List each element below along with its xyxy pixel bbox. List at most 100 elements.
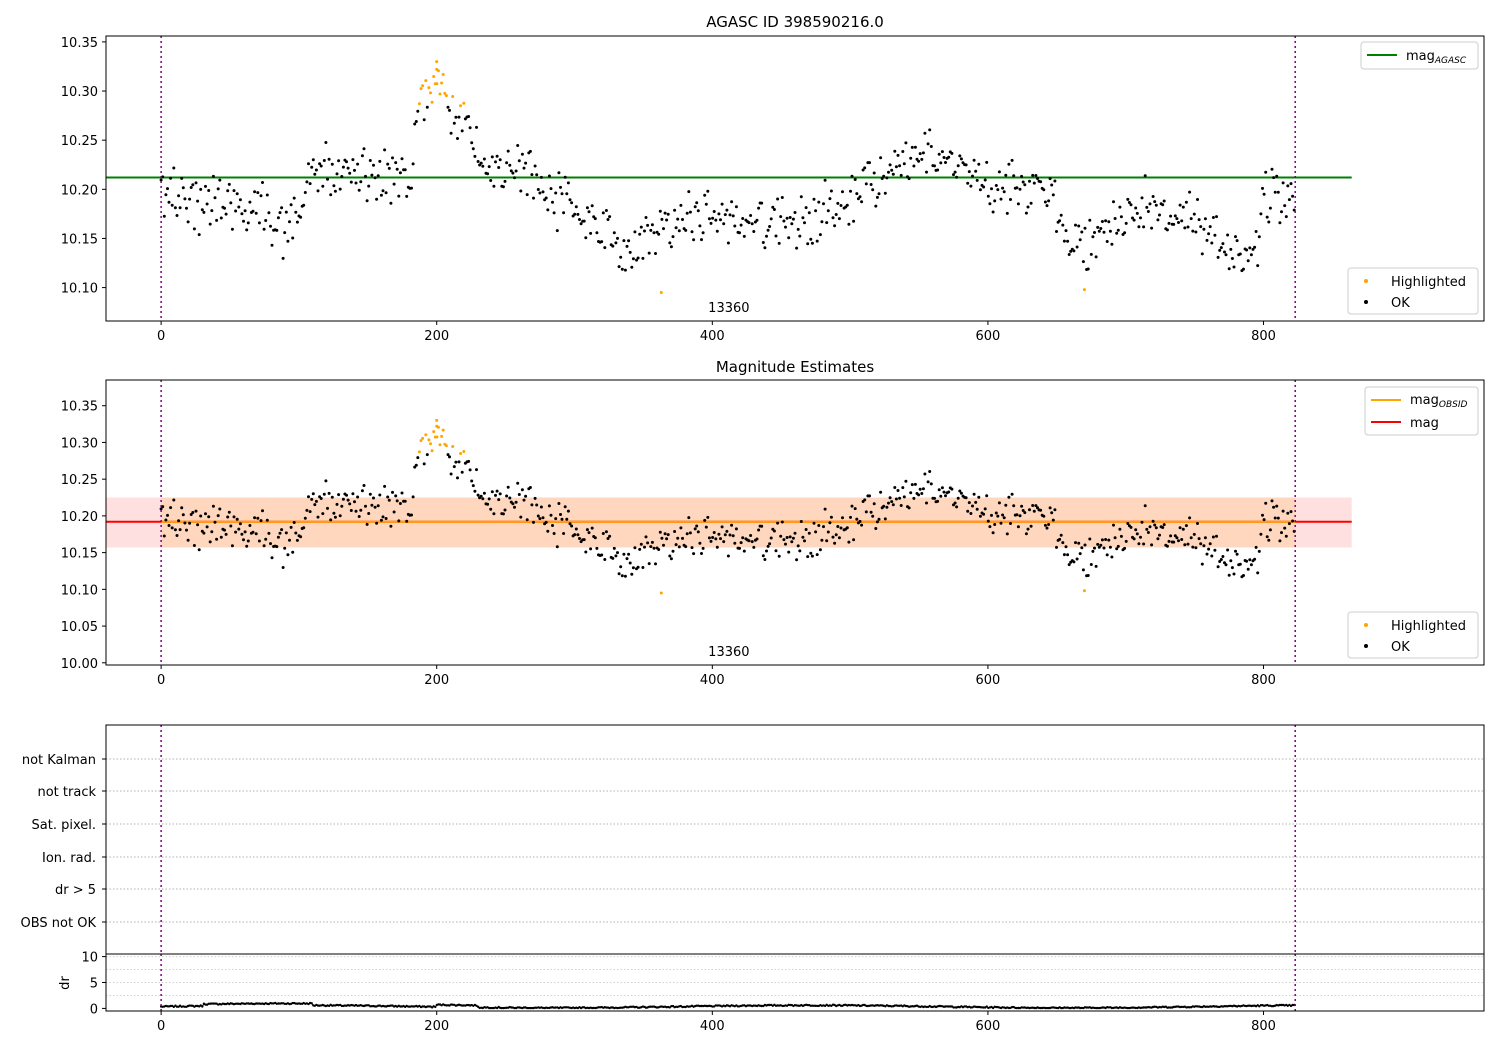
ok-point bbox=[582, 538, 586, 542]
ok-point bbox=[533, 496, 537, 500]
ok-point bbox=[593, 217, 597, 221]
ok-point bbox=[953, 170, 957, 174]
ok-point bbox=[570, 201, 574, 205]
ok-point bbox=[1270, 499, 1274, 503]
ok-point bbox=[787, 236, 791, 240]
ok-point bbox=[467, 115, 471, 118]
ok-point bbox=[180, 176, 184, 180]
ok-point bbox=[1042, 514, 1046, 518]
ok-point bbox=[972, 492, 976, 496]
ok-point bbox=[669, 557, 673, 561]
ok-point bbox=[841, 516, 844, 520]
ok-point bbox=[359, 508, 363, 512]
highlighted-point bbox=[451, 95, 455, 98]
ok-point bbox=[1055, 545, 1058, 549]
ok-point bbox=[475, 125, 478, 129]
ok-point bbox=[473, 489, 477, 493]
ok-point bbox=[1287, 522, 1291, 526]
ok-point bbox=[790, 222, 794, 226]
ok-point bbox=[896, 153, 900, 157]
ok-point bbox=[728, 533, 732, 537]
ok-point bbox=[191, 183, 195, 187]
ok-point bbox=[1184, 200, 1188, 204]
ok-point bbox=[1050, 183, 1054, 187]
ok-point bbox=[818, 548, 822, 552]
ok-point bbox=[1026, 205, 1030, 209]
ok-point bbox=[804, 206, 808, 210]
ok-point bbox=[202, 210, 206, 214]
ok-point bbox=[574, 527, 578, 531]
legend-label: mag bbox=[1410, 416, 1439, 431]
ok-point bbox=[560, 192, 564, 196]
ok-point bbox=[360, 489, 364, 493]
ok-point bbox=[269, 542, 272, 546]
ok-point bbox=[1010, 492, 1014, 496]
ok-point bbox=[208, 540, 212, 544]
ok-point bbox=[495, 154, 499, 158]
ok-point bbox=[538, 517, 542, 521]
ok-point bbox=[372, 163, 375, 167]
ok-point bbox=[1188, 516, 1192, 520]
ok-point bbox=[1118, 527, 1122, 531]
x-tick-label: 200 bbox=[424, 673, 449, 688]
ok-point bbox=[574, 205, 578, 209]
plot-agasc-magnitude: 13360 0 200 400 600 800 10.10 10.15 10.20 10.25 10… bbox=[61, 35, 1485, 344]
ok-point bbox=[845, 203, 849, 207]
ok-point bbox=[519, 515, 523, 519]
ok-point bbox=[1047, 199, 1051, 203]
ok-point bbox=[623, 268, 627, 272]
ok-point bbox=[991, 210, 995, 214]
highlighted-point bbox=[435, 60, 439, 64]
ok-point bbox=[1127, 201, 1131, 204]
ok-point bbox=[246, 221, 250, 225]
ok-point bbox=[248, 524, 252, 527]
ok-point bbox=[170, 203, 174, 207]
ok-point bbox=[230, 227, 234, 231]
x-tick-label: 400 bbox=[700, 329, 725, 344]
ok-point bbox=[1272, 176, 1276, 180]
ok-point bbox=[1261, 186, 1264, 190]
ok-point bbox=[232, 515, 236, 519]
ok-point bbox=[836, 525, 840, 528]
ok-point bbox=[223, 528, 226, 532]
ok-point bbox=[971, 174, 974, 178]
ok-point bbox=[299, 535, 303, 539]
ok-point bbox=[386, 495, 390, 499]
ok-point bbox=[1289, 510, 1293, 514]
ok-point bbox=[1230, 257, 1234, 260]
y-tick-label: 10.20 bbox=[61, 183, 98, 198]
ok-point bbox=[836, 201, 840, 205]
flag-label: dr > 5 bbox=[55, 883, 96, 898]
highlighted-point bbox=[438, 92, 442, 96]
ok-point bbox=[341, 165, 345, 169]
ok-point bbox=[1142, 542, 1146, 546]
ok-point bbox=[573, 212, 577, 216]
ok-point bbox=[726, 554, 730, 558]
ok-point bbox=[403, 168, 407, 172]
ok-point bbox=[657, 232, 661, 236]
ok-point bbox=[1230, 566, 1234, 570]
ok-point bbox=[925, 501, 928, 505]
ok-point bbox=[671, 235, 675, 239]
ok-point bbox=[725, 208, 729, 212]
ok-point bbox=[712, 531, 716, 534]
ok-point bbox=[1224, 253, 1228, 257]
ok-point bbox=[1257, 549, 1261, 553]
axes-frame bbox=[105, 379, 1485, 666]
ok-point bbox=[1112, 200, 1115, 204]
ok-point bbox=[731, 534, 735, 538]
ok-point bbox=[890, 500, 894, 504]
ok-point bbox=[1074, 223, 1077, 227]
ok-point bbox=[959, 157, 963, 161]
ok-point bbox=[270, 556, 274, 560]
ok-point bbox=[799, 195, 803, 199]
ok-point bbox=[520, 152, 524, 156]
ok-point bbox=[261, 181, 264, 184]
ok-point bbox=[321, 184, 325, 188]
ok-point bbox=[806, 555, 810, 559]
ok-point bbox=[487, 497, 491, 501]
ok-point bbox=[524, 494, 528, 498]
ok-point bbox=[1254, 545, 1258, 549]
ok-point bbox=[530, 503, 534, 507]
